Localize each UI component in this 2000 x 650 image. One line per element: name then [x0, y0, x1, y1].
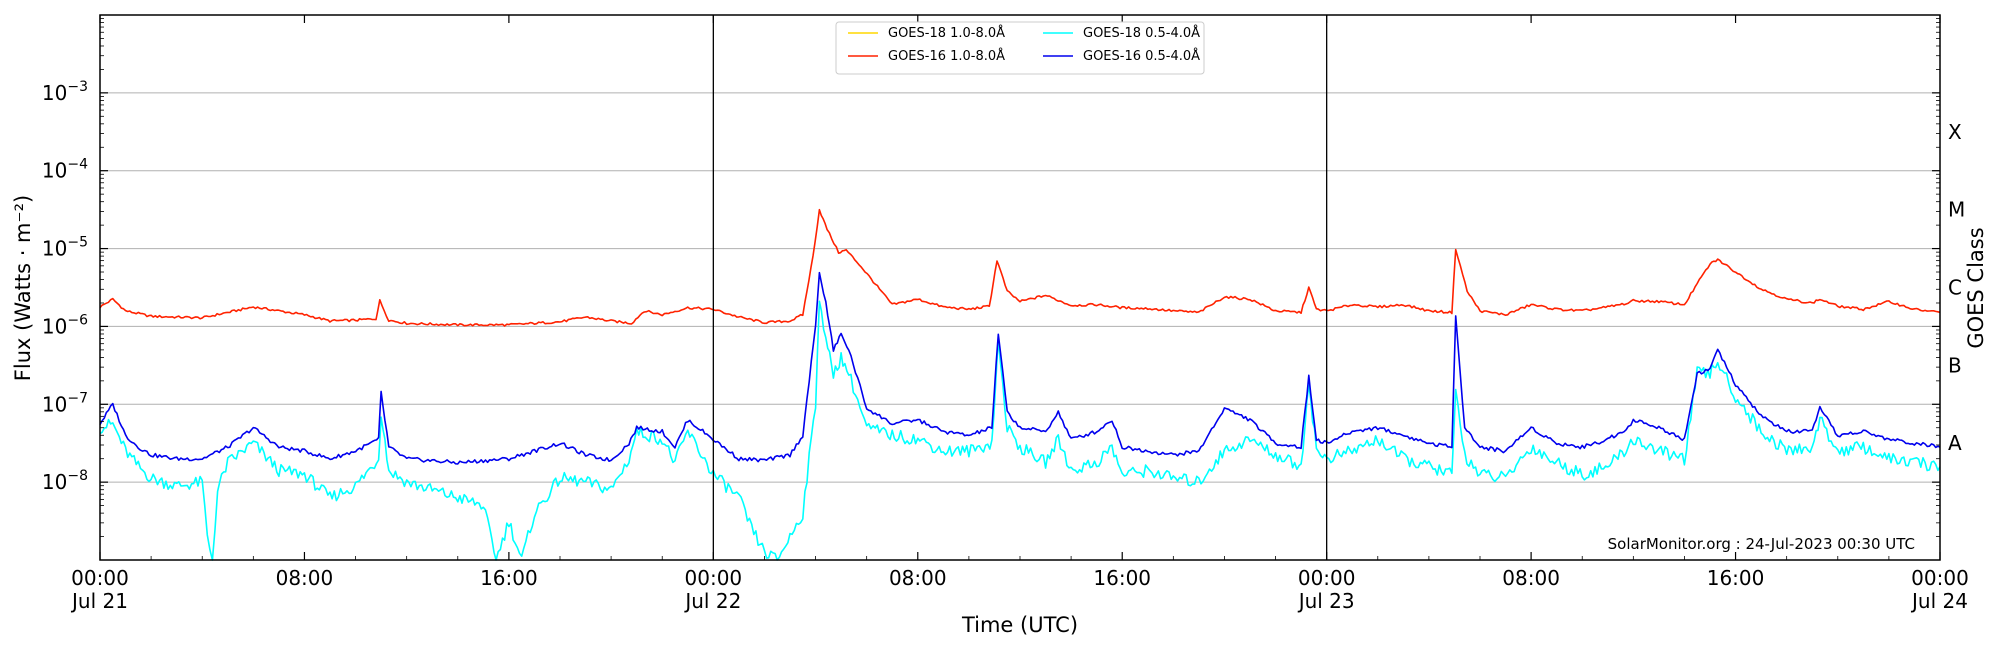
series-lines: [99, 208, 1941, 561]
goes-class-label: M: [1948, 198, 1965, 222]
x-tick-date-label: Jul 22: [683, 589, 741, 613]
credit-text: SolarMonitor.org : 24-Jul-2023 00:30 UTC: [1608, 535, 1915, 553]
legend-entry: GOES-18 0.5-4.0Å: [1083, 25, 1200, 41]
legend-entry: GOES-16 0.5-4.0Å: [1083, 48, 1200, 64]
y-tick-label: 10−8: [42, 468, 88, 494]
grid-lines: [100, 92, 1940, 483]
x-tick-label: 08:00: [1502, 566, 1560, 590]
goes-class-labels: A B C M X: [1948, 120, 1965, 455]
x-tick-label: 08:00: [889, 566, 947, 590]
series-line-goes-16-1-0-8-0-: [99, 208, 1941, 327]
series-line-goes-16-0-5-4-0-: [99, 271, 1941, 465]
legend: GOES-18 1.0-8.0Å GOES-16 1.0-8.0Å GOES-18 …: [835, 21, 1205, 75]
x-tick-label: 00:00: [685, 566, 743, 590]
x-axis-title: Time (UTC): [961, 613, 1078, 637]
legend-box: [835, 21, 1205, 75]
plot-frame: [99, 14, 1941, 561]
goes-class-label: C: [1948, 276, 1962, 300]
goes-class-label: B: [1948, 353, 1962, 377]
x-tick-label: 16:00: [480, 566, 538, 590]
x-tick-label: 16:00: [1093, 566, 1151, 590]
x-tick-label: 00:00: [1911, 566, 1969, 590]
legend-entry: GOES-18 1.0-8.0Å: [888, 25, 1005, 41]
y-tick-label: 10−5: [42, 235, 88, 261]
y-tick-label: 10−7: [42, 390, 88, 416]
day-boundary-lines: [712, 15, 1328, 560]
y-tick-label: 10−4: [42, 157, 88, 183]
goes-class-label: A: [1948, 431, 1962, 455]
y-axis-title: Flux (Watts · m⁻²): [11, 195, 35, 381]
x-tick-date-label: Jul 24: [1910, 589, 1968, 613]
y-tick-label: 10−3: [42, 79, 88, 105]
x-tick-label: 00:00: [71, 566, 129, 590]
x-tick-label: 08:00: [276, 566, 334, 590]
y-axis-ticks: 10−8 10−7 10−6 10−5 10−4 10−3: [42, 18, 1940, 537]
x-tick-date-label: Jul 23: [1297, 589, 1355, 613]
legend-entry: GOES-16 1.0-8.0Å: [888, 48, 1005, 64]
goes-class-label: X: [1948, 120, 1962, 144]
x-tick-label: 00:00: [1298, 566, 1356, 590]
y-axis-title-right: GOES Class: [1964, 227, 1988, 348]
x-tick-date-label: Jul 21: [70, 589, 128, 613]
y-tick-label: 10−6: [42, 312, 88, 338]
x-tick-label: 16:00: [1707, 566, 1765, 590]
series-line-goes-18-0-5-4-0-: [99, 300, 1941, 561]
